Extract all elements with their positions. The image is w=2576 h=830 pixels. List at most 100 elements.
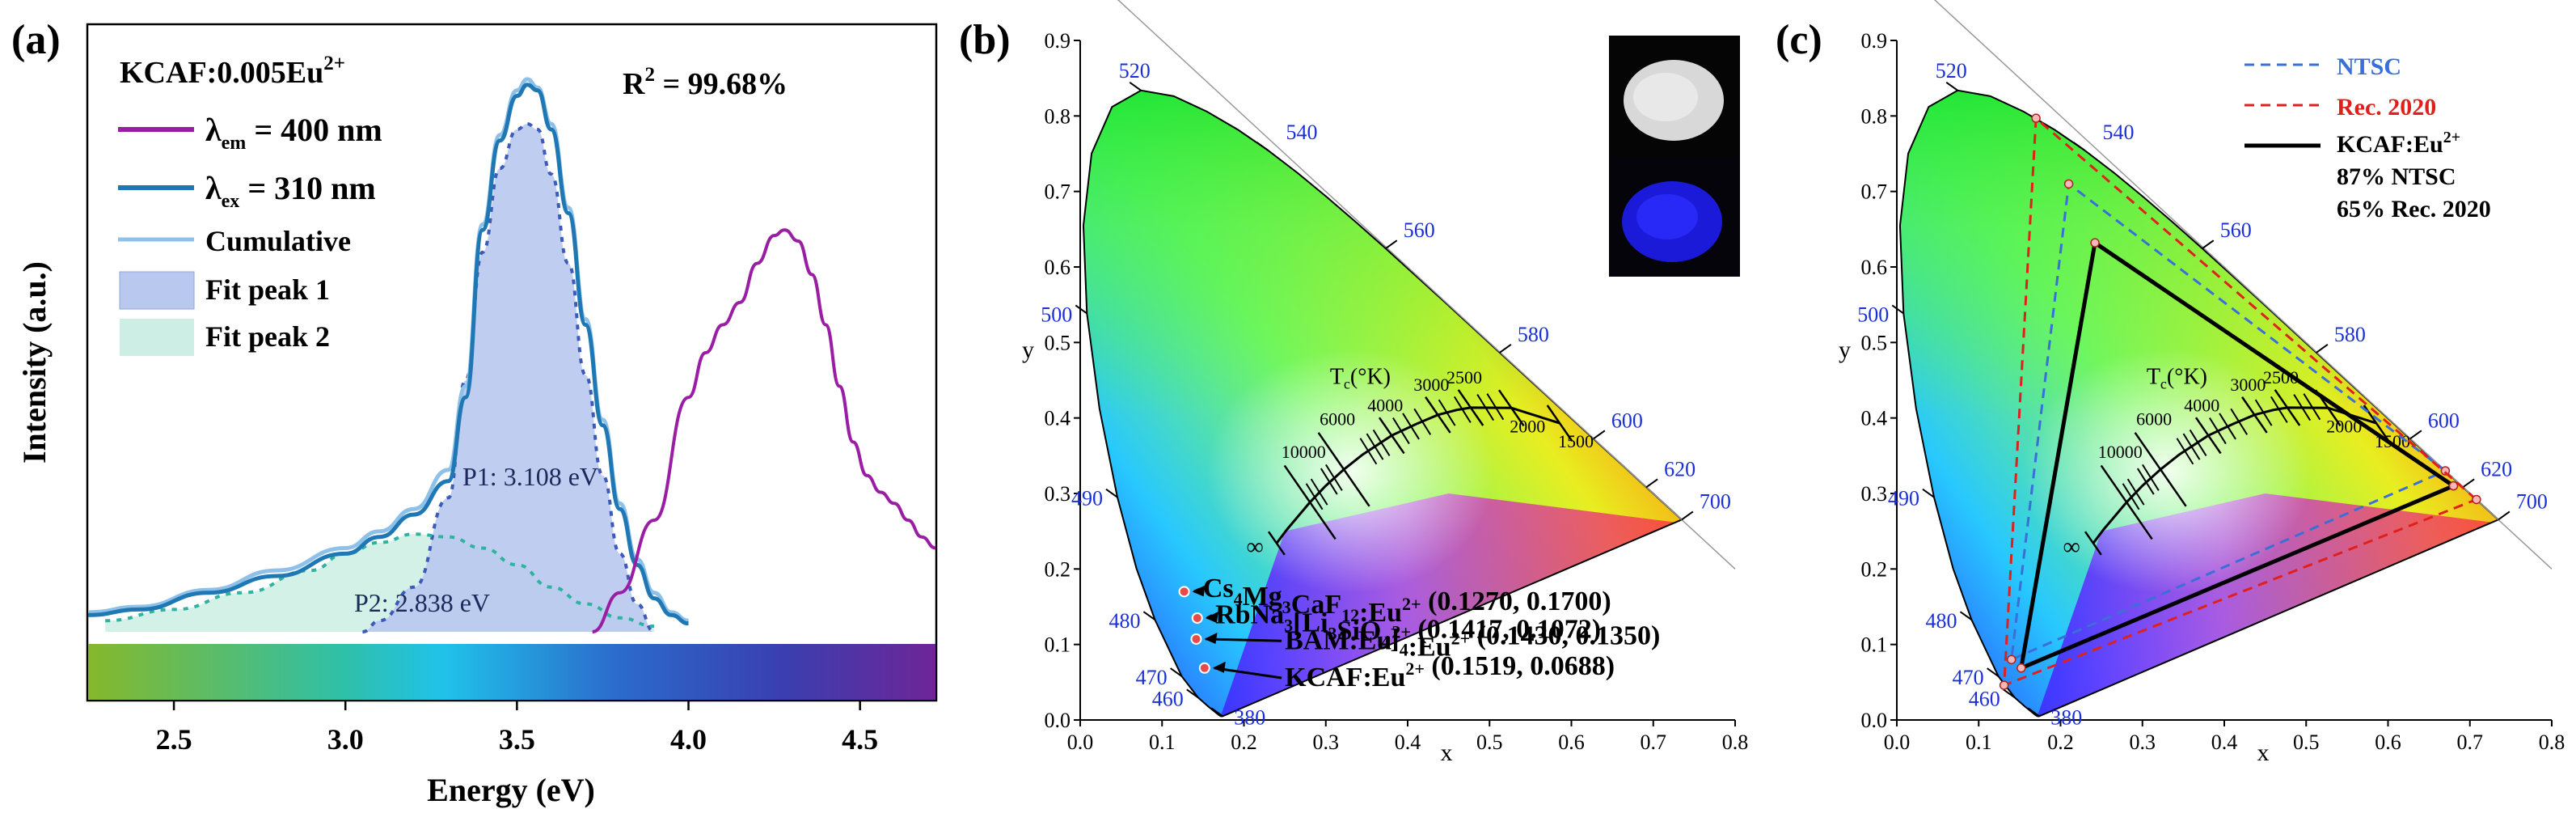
legend-swatch-peak1 — [119, 271, 195, 310]
y-tick-label: 0.7 — [1861, 180, 1888, 204]
x-ticks: 2.5 3.0 3.5 4.0 4.5 — [156, 701, 878, 756]
wavelength-label: 560 — [1404, 218, 1435, 242]
point-arrow — [1206, 637, 1282, 642]
x-tick-label: 2.5 — [156, 723, 192, 756]
gamut-vertex — [2016, 663, 2026, 673]
isotherm-line — [2134, 432, 2187, 507]
panel-c: (c) 0.0 0.1 0.2 0.3 0.4 0.5 0.6 0.7 0.8 0.0 0.1 0.2… — [1776, 0, 2565, 766]
sub-em: em — [222, 133, 247, 154]
label-part: Cs — [1203, 574, 1234, 603]
panel-b: (b) 0.0 0.1 0.2 0.3 0.4 0.5 0.6 0.7 0.8 0.0 0.1 0.2… — [959, 0, 1748, 766]
wavelength-label: 490 — [1071, 487, 1103, 510]
isotherm-minor — [1392, 417, 1410, 445]
powder-glow — [1636, 194, 1698, 239]
isotherm-minor — [2219, 413, 2236, 440]
isotherm-minor — [2142, 464, 2160, 491]
gamut-triangles — [1999, 113, 2481, 690]
cie-white-point — [2022, 348, 2312, 594]
lambda-ex: λ — [205, 170, 222, 206]
gamut-vertex — [1999, 680, 2009, 690]
label-part: 2+ — [1451, 629, 1471, 649]
wavelength-tick — [2003, 688, 2016, 699]
spectra-lines — [87, 77, 936, 633]
kcaf-triangle — [2018, 239, 2458, 671]
panel-a-label: (a) — [11, 17, 61, 63]
cie-diagram-c: 0.0 0.1 0.2 0.3 0.4 0.5 0.6 0.7 0.8 0.0 0.1 0.2 0.3 0… — [1839, 0, 2565, 766]
wavelength-tick — [2462, 478, 2475, 489]
arrow-head — [1205, 612, 1218, 623]
wavelength-tick — [1129, 81, 1142, 91]
x-tick-label: 0.0 — [1884, 730, 1911, 754]
y-tick-label: 0.8 — [1045, 104, 1071, 128]
wavelength-label: 500 — [1041, 303, 1072, 326]
wavelength-label: 470 — [1136, 666, 1168, 689]
cct-sub: c — [2160, 376, 2167, 392]
fit-peak-2-outline — [105, 532, 655, 629]
cct-label: 4000 — [1367, 396, 1403, 416]
wavelength-tick — [1256, 142, 1269, 151]
point-arrow — [1214, 667, 1282, 680]
isotherm-minor — [2122, 483, 2140, 510]
wavelength-label: 520 — [1936, 59, 1967, 83]
cct-t: T — [1330, 365, 1344, 390]
y-tick-label: 0.2 — [1861, 557, 1888, 581]
cct-title: Tc(°K) — [2147, 365, 2207, 392]
cct-label: 10000 — [1282, 442, 1326, 462]
cct-label: ∞ — [1247, 534, 1264, 561]
isotherm-line — [2100, 464, 2153, 540]
isotherm-minor — [2303, 393, 2321, 421]
isotherm-minor — [2182, 433, 2201, 460]
label-part: 2+ — [1405, 658, 1425, 679]
cct-label: 3000 — [2230, 375, 2266, 395]
y-tick-label: 0.6 — [1861, 256, 1888, 279]
gamut-vertex — [2448, 481, 2459, 491]
legend-swatch-peak2 — [120, 319, 194, 356]
cie-diagram-b: 0.0 0.1 0.2 0.3 0.4 0.5 0.6 0.7 0.8 0.0 0.1 0.2 0.3 0… — [1022, 0, 1748, 766]
isotherm-minor — [1372, 429, 1391, 456]
panel-a-frame — [86, 23, 938, 702]
r2-value: = 99.68% — [655, 67, 788, 101]
fit-peak-1-outline — [362, 122, 655, 633]
label-part: 4 — [1400, 640, 1408, 660]
wavelength-label: 460 — [1969, 687, 2000, 710]
gamut-vertex — [2090, 238, 2100, 248]
panel-b-label: (b) — [959, 17, 1011, 63]
y-tick-label: 0.6 — [1045, 256, 1071, 279]
label-part: 3 — [1282, 597, 1291, 617]
cct-label: 6000 — [2136, 409, 2172, 429]
label-part: KCAF:Eu — [1285, 663, 1405, 692]
panel-a-legend: λem = 400 nm λex = 310 nm Cumulative Fit… — [118, 112, 382, 356]
text-ex: = 310 nm — [239, 170, 375, 206]
x-tick-label: 0.1 — [1149, 730, 1176, 754]
wavelength-label: 700 — [1700, 489, 1731, 513]
cct-label: 10000 — [2098, 442, 2143, 462]
wavelength-label: 470 — [1953, 666, 1984, 689]
wavelength-tick — [1645, 478, 1658, 489]
legend-item-ntsc-pct: 87% NTSC — [2337, 163, 2456, 190]
wavelength-tick — [2202, 239, 2215, 249]
wavelength-tick — [2027, 707, 2040, 718]
isotherm-line — [1267, 531, 1286, 556]
fit-fills — [105, 124, 655, 633]
color-bar — [88, 644, 935, 700]
y-tick-label: 0.4 — [1861, 407, 1888, 430]
isotherm-minor — [2176, 438, 2194, 465]
r2-sup: 2 — [644, 64, 655, 86]
sub-ex: ex — [222, 191, 240, 212]
y-tick-label: 0.5 — [1045, 331, 1071, 354]
label-part: 2+ — [1402, 594, 1421, 614]
x-tick-label: 0.2 — [1231, 730, 1257, 754]
isotherm-minor — [1413, 408, 1432, 435]
panel-c-label: (c) — [1776, 17, 1822, 63]
label-part: :Eu — [1408, 633, 1451, 663]
label-part: 3 — [1328, 624, 1337, 644]
isotherm-minor — [2209, 417, 2227, 445]
y-tick-label: 0.2 — [1045, 557, 1071, 581]
y-tick-label: 0.4 — [1045, 407, 1071, 430]
x-tick-label: 0.7 — [2457, 730, 2484, 754]
cct-t: T — [2147, 365, 2160, 390]
x-tick-label: 0.7 — [1641, 730, 1667, 754]
isotherm-minor — [2293, 394, 2312, 421]
x-tick-label: 0.3 — [1313, 730, 1340, 754]
label-part: ] — [1390, 625, 1399, 654]
